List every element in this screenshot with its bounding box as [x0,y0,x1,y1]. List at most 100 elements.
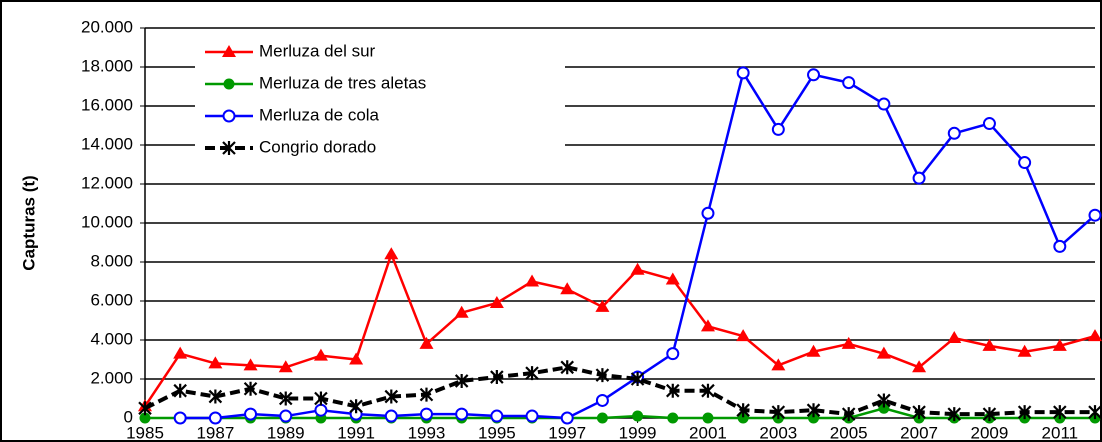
marker [279,409,293,423]
marker [525,409,539,423]
y-tick-label: 12.000 [81,173,133,192]
marker [525,274,540,287]
marker [278,391,293,406]
marker [808,412,820,424]
marker [912,360,927,373]
marker [1018,156,1032,170]
marker [173,383,187,398]
marker [1053,239,1067,253]
marker [947,331,962,344]
marker [806,344,821,357]
x-tick-label: 2005 [830,423,868,442]
legend-label: Merluza de cola [259,105,380,124]
marker [314,391,328,406]
y-axis-label: Capturas (t) [19,175,38,270]
marker [384,389,399,404]
marker [596,412,608,424]
marker [349,399,363,414]
marker [771,358,786,371]
marker [841,336,856,349]
marker [1088,405,1102,420]
marker [313,348,328,361]
marker [630,372,645,386]
marker [173,411,187,425]
marker [806,403,821,418]
x-tick-label: 1987 [196,423,234,442]
y-tick-label: 8.000 [90,251,133,270]
marker [244,407,258,421]
marker [666,347,680,361]
x-tick-label: 1991 [337,423,375,442]
legend-label: Congrio dorado [259,137,376,156]
marker [666,383,680,398]
marker [807,68,821,82]
marker [349,352,364,365]
marker [667,412,679,424]
y-tick-label: 10.000 [81,212,133,231]
marker [982,117,996,131]
marker [1088,208,1102,222]
x-tick-label: 2011 [1042,423,1079,442]
marker [560,282,575,295]
marker [1017,405,1032,420]
marker [489,295,504,308]
y-tick-label: 2.000 [90,368,133,387]
marker [630,262,645,275]
marker [595,299,610,312]
marker [595,368,610,383]
marker [877,393,891,408]
marker [737,412,749,424]
marker [876,346,891,359]
marker [490,370,504,385]
x-tick-label: 1993 [408,423,446,442]
x-tick-label: 1989 [267,423,305,442]
marker [877,97,891,111]
marker [1053,405,1067,420]
y-tick-label: 0 [124,407,133,426]
marker [912,405,926,420]
marker [1017,344,1032,357]
y-tick-label: 14.000 [81,134,133,153]
marker [139,412,151,424]
marker [222,109,236,123]
marker [771,122,785,136]
marker [595,393,609,407]
x-tick-label: 1995 [478,423,516,442]
marker [665,272,680,285]
marker [736,66,750,80]
y-tick-label: 6.000 [90,290,133,309]
marker [982,407,997,422]
y-tick-label: 18.000 [81,56,133,75]
marker [222,45,236,57]
marker [560,360,574,375]
marker [842,76,856,90]
marker [454,373,469,388]
marker [454,305,469,318]
marker [222,141,236,155]
marker [208,356,223,369]
marker [455,407,469,421]
y-tick-label: 4.000 [90,329,133,348]
marker [701,206,715,220]
marker [702,412,714,424]
series-line [145,406,1095,420]
legend-label: Merluza del sur [259,41,376,60]
marker [1052,338,1067,351]
marker [384,247,399,260]
y-tick-label: 16.000 [81,95,133,114]
marker [173,346,188,359]
marker [138,401,152,416]
marker [419,407,433,421]
x-tick-label: 1999 [619,423,657,442]
marker [632,410,644,422]
legend-label: Merluza de tres aletas [259,73,426,92]
marker [947,126,961,140]
marker [878,402,890,414]
marker [947,407,962,422]
marker [736,329,751,342]
marker [243,381,258,396]
marker [208,389,223,404]
series-line [144,365,1095,417]
marker [208,411,222,425]
